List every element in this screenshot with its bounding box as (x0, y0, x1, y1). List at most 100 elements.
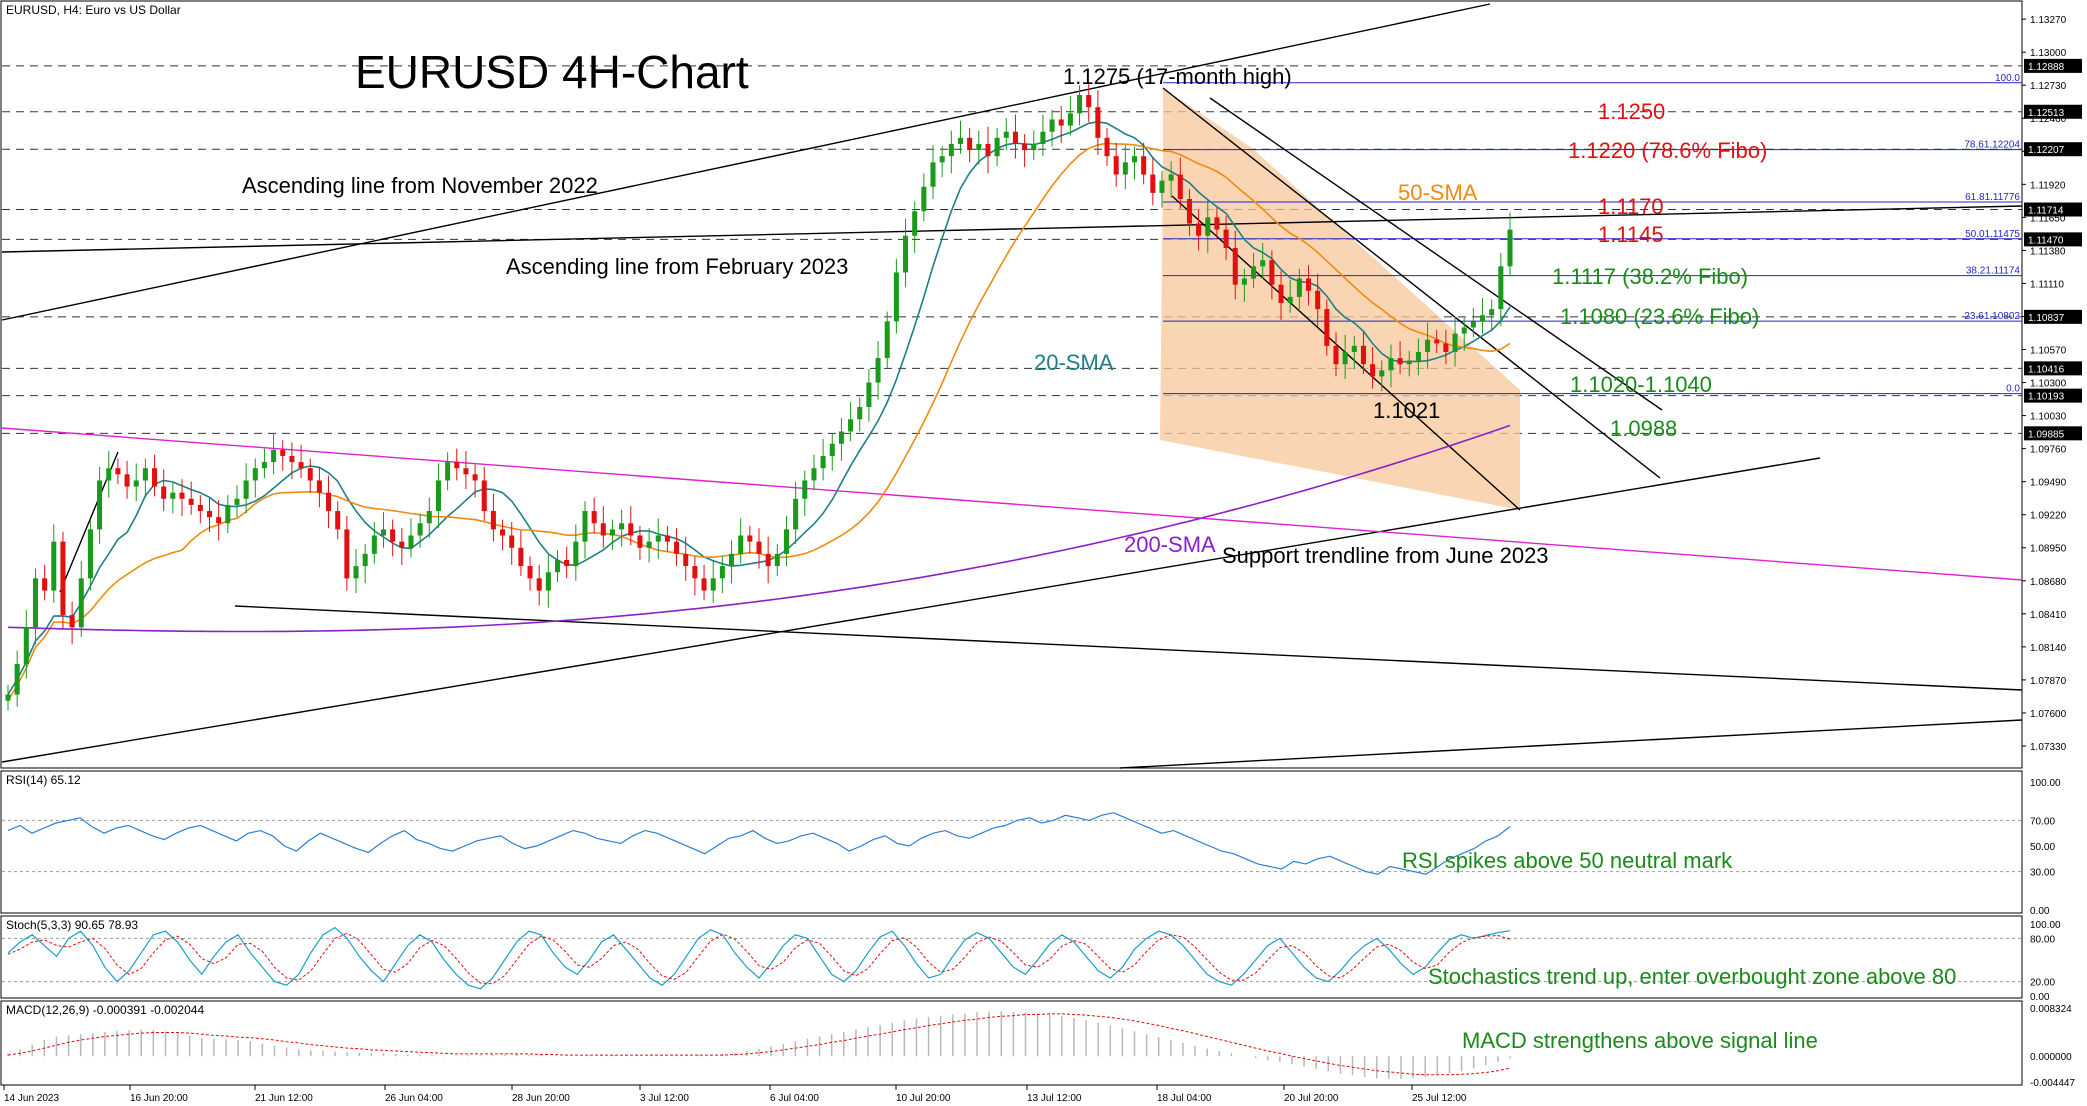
candle-body (445, 462, 451, 481)
candle-body (1443, 343, 1449, 352)
macd-axis-label: 0.000000 (2030, 1052, 2072, 1063)
price-axis-label: 1.07330 (2030, 742, 2067, 753)
candle-body (326, 492, 332, 512)
rsi-axis-label: 70.00 (2030, 816, 2055, 827)
candle-body (893, 272, 899, 322)
stoch-header: Stoch(5,3,3) 90.65 78.93 (6, 918, 138, 932)
price-highlight-box (2024, 104, 2082, 119)
candle-body (802, 480, 808, 499)
candle-body (1077, 94, 1083, 114)
price-axis-label: 1.08410 (2030, 610, 2067, 621)
rsi-axis-label: 0.00 (2030, 906, 2050, 917)
candle-body (664, 535, 670, 542)
candle-body (1086, 94, 1092, 108)
candle-body (399, 541, 405, 548)
annot-1220: 1.1220 (78.6% Fibo) (1568, 138, 1767, 163)
stoch-axis-label: 100.00 (2030, 920, 2061, 931)
candle-body (1241, 278, 1247, 285)
candle-body (500, 529, 506, 536)
candle-body (454, 462, 460, 469)
candle-body (353, 566, 359, 579)
price-highlight-box (2024, 142, 2082, 157)
candle-body (1406, 360, 1412, 365)
candle-body (848, 419, 854, 432)
price-axis-label: 1.12460 (2030, 114, 2067, 125)
candle-body (1370, 364, 1376, 377)
macd-panel-frame (0, 1000, 2023, 1086)
candle-body (23, 627, 29, 664)
candle-body (719, 566, 725, 579)
time-axis-label: 13 Jul 12:00 (1027, 1093, 1082, 1104)
macd-signal-line (7, 1013, 1511, 1076)
candle-body (426, 511, 432, 524)
candle-body (1360, 345, 1366, 365)
candle-body (78, 578, 84, 628)
candle-body (142, 468, 148, 481)
price-axis-label: 1.10300 (2030, 379, 2067, 390)
candle-body (701, 578, 707, 591)
time-axis-label: 28 Jun 20:00 (512, 1093, 570, 1104)
annot-support: Support trendline from June 2023 (1222, 543, 1549, 568)
candle-body (1067, 113, 1073, 126)
candle-body (69, 615, 75, 628)
price-axis-label: 1.07870 (2030, 676, 2067, 687)
candle-body (371, 535, 377, 554)
annot-asc-nov: Ascending line from November 2022 (242, 173, 598, 198)
candle-body (1470, 321, 1476, 328)
annot-1080: 1.1080 (23.6% Fibo) (1560, 304, 1759, 329)
candle-body (1397, 358, 1403, 365)
trend-magenta (1, 427, 2023, 581)
price-highlight-box (2024, 202, 2082, 217)
price-axis-label: 1.11650 (2030, 213, 2066, 224)
candle-body (729, 553, 735, 567)
candle-body (1461, 327, 1467, 334)
candle-body (97, 480, 103, 530)
candle-body (417, 523, 423, 536)
candle-body (1489, 309, 1495, 316)
candle-body (912, 211, 918, 236)
candle-body (765, 553, 771, 567)
rsi-header: RSI(14) 65.12 (6, 773, 81, 787)
candle-body (820, 455, 826, 469)
candle-body (1196, 223, 1202, 236)
price-highlight-label: 1.12513 (2028, 108, 2065, 119)
candle-body (1415, 351, 1421, 361)
rsi-axis-label: 100.00 (2030, 778, 2061, 789)
fib-level-label: 23.61.10802 (1964, 311, 2020, 322)
candle-body (271, 449, 277, 463)
stoch-axis-label: 0.00 (2030, 992, 2050, 1003)
candle-body (225, 504, 231, 524)
price-highlight-label: 1.11470 (2028, 235, 2064, 246)
annot-1250: 1.1250 (1598, 99, 1665, 124)
price-highlight-box (2024, 232, 2082, 247)
candle-body (545, 572, 551, 591)
annot-1117: 1.1117 (38.2% Fibo) (1552, 264, 1748, 289)
candle-body (793, 498, 799, 530)
fib-level-label: 50.01.11475 (1965, 229, 2020, 240)
candle-body (289, 455, 295, 463)
macd-axis-label: 0.008324 (2030, 1004, 2072, 1015)
candle-body (1296, 278, 1302, 297)
candle-body (655, 535, 661, 542)
candle-body (1269, 260, 1275, 285)
candle-body (179, 492, 185, 499)
trend-lower-horizontal (234, 605, 2023, 691)
candle-body (490, 511, 496, 530)
candle-body (1040, 131, 1046, 144)
candle-body (527, 566, 533, 579)
candle-body (298, 462, 304, 469)
candle-body (1480, 315, 1486, 322)
symbol-header: EURUSD, H4: Euro vs US Dollar (6, 3, 181, 17)
candle-body (115, 468, 121, 475)
candle-body (683, 553, 689, 567)
candle-body (1177, 174, 1183, 200)
time-axis-label: 16 Jun 20:00 (130, 1093, 188, 1104)
candle-body (637, 535, 643, 548)
candle-body (1333, 345, 1339, 365)
candle-body (1324, 309, 1330, 346)
candle-body (133, 480, 139, 487)
candle-body (1452, 333, 1458, 352)
candle-body (481, 480, 487, 512)
candle-body (280, 449, 286, 456)
annot-rsi: RSI spikes above 50 neutral mark (1402, 848, 1733, 873)
